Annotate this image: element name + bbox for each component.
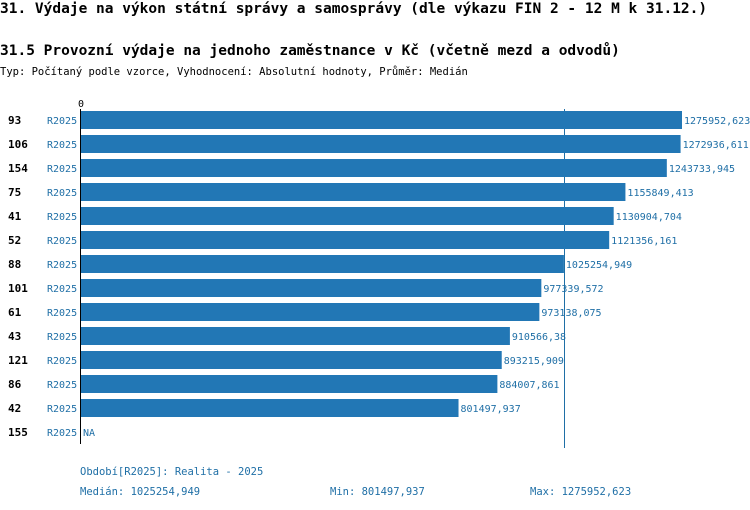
bar — [81, 279, 542, 297]
footer-min: Min: 801497,937 — [330, 486, 425, 498]
data-label: NA — [83, 428, 95, 439]
footer-median: Medián: 1025254,949 — [80, 486, 201, 498]
data-label: 1275952,623 — [684, 116, 750, 127]
category-label: 106 — [8, 138, 28, 151]
series-label: R2025 — [47, 284, 77, 295]
series-label: R2025 — [47, 404, 77, 415]
series-label: R2025 — [47, 356, 77, 367]
category-label: 154 — [8, 162, 28, 175]
data-label: 973138,075 — [541, 308, 601, 319]
series-label: R2025 — [47, 140, 77, 151]
chart-subtitle: 31.5 Provozní výdaje na jednoho zaměstna… — [0, 43, 620, 59]
bar — [81, 207, 614, 225]
data-label: 1272936,611 — [683, 140, 749, 151]
category-label: 75 — [8, 186, 21, 199]
bar — [81, 351, 502, 369]
category-label: 52 — [8, 234, 21, 247]
footer-max: Max: 1275952,623 — [530, 486, 632, 498]
bar — [81, 255, 564, 273]
series-label: R2025 — [47, 116, 77, 127]
data-label: 884007,861 — [499, 380, 559, 391]
series-label: R2025 — [47, 332, 77, 343]
category-label: 88 — [8, 258, 21, 271]
series-label: R2025 — [47, 380, 77, 391]
series-label: R2025 — [47, 212, 77, 223]
data-label: 910566,38 — [512, 332, 566, 343]
category-label: 42 — [8, 402, 21, 415]
series-label: R2025 — [47, 260, 77, 271]
category-label: 86 — [8, 378, 22, 391]
footer-period: Období[R2025]: Realita - 2025 — [80, 466, 264, 478]
category-label: 93 — [8, 114, 21, 127]
bar — [81, 135, 681, 153]
category-label: 155 — [8, 426, 28, 439]
category-label: 61 — [8, 306, 22, 319]
axis-zero-label: 0 — [78, 99, 84, 110]
series-label: R2025 — [47, 308, 77, 319]
series-label: R2025 — [47, 236, 77, 247]
data-label: 893215,909 — [504, 356, 564, 367]
category-label: 43 — [8, 330, 21, 343]
series-label: R2025 — [47, 164, 77, 175]
bar — [81, 159, 667, 177]
data-label: 1155849,413 — [627, 188, 693, 199]
category-label: 41 — [8, 210, 22, 223]
bar — [81, 183, 626, 201]
chart-title: 31. Výdaje na výkon státní správy a samo… — [0, 1, 708, 17]
data-label: 977339,572 — [543, 284, 603, 295]
chart-type-line: Typ: Počítaný podle vzorce, Vyhodnocení:… — [0, 66, 468, 78]
bar — [81, 375, 498, 393]
category-label: 121 — [8, 354, 28, 367]
bar — [81, 231, 610, 249]
category-label: 101 — [8, 282, 28, 295]
series-label: R2025 — [47, 188, 77, 199]
data-label: 801497,937 — [461, 404, 521, 415]
bar — [81, 111, 682, 129]
series-label: R2025 — [47, 428, 77, 439]
data-label: 1243733,945 — [669, 164, 735, 175]
bar — [81, 303, 540, 321]
data-label: 1121356,161 — [611, 236, 677, 247]
bar — [81, 327, 510, 345]
data-label: 1025254,949 — [566, 260, 632, 271]
bar — [81, 399, 459, 417]
data-label: 1130904,704 — [616, 212, 682, 223]
